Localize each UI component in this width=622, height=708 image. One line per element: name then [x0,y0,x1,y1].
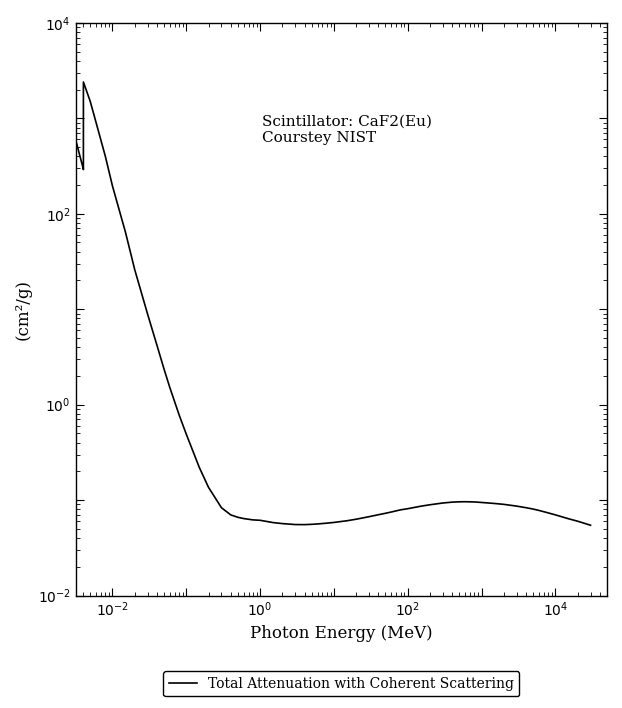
Legend: Total Attenuation with Coherent Scattering: Total Attenuation with Coherent Scatteri… [164,671,519,696]
X-axis label: Photon Energy (MeV): Photon Energy (MeV) [250,624,432,641]
Y-axis label: (cm²/g): (cm²/g) [15,279,32,340]
Text: Scintillator: CaF2(Eu)
Courstey NIST: Scintillator: CaF2(Eu) Courstey NIST [262,115,432,144]
